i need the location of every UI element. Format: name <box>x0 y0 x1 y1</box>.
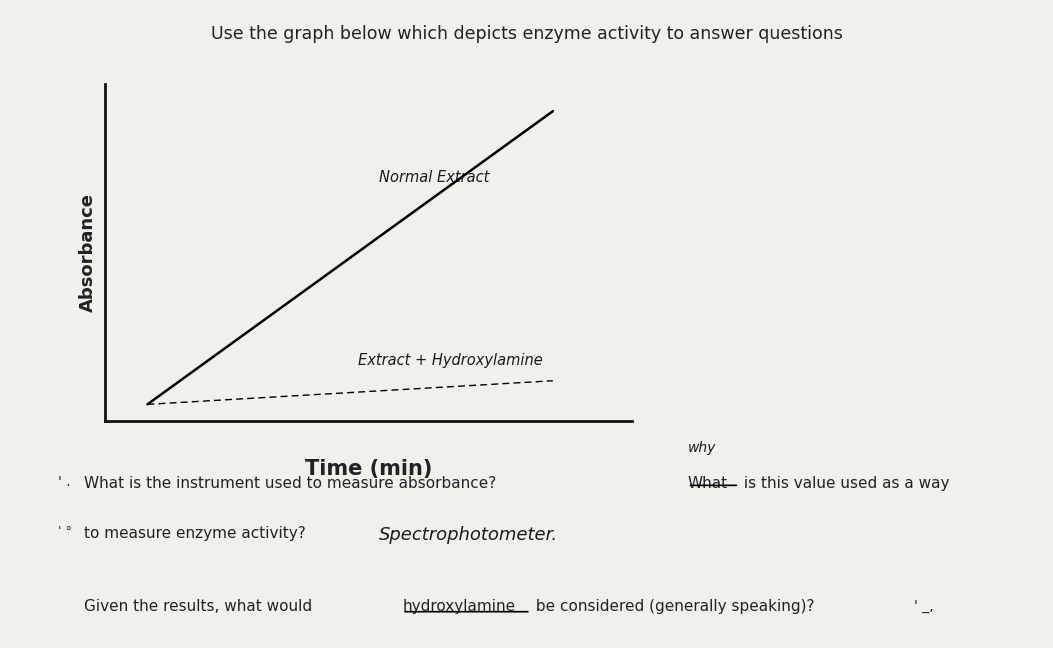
Text: ' .: ' . <box>58 475 71 489</box>
Text: to measure enzyme activity?: to measure enzyme activity? <box>84 526 306 541</box>
Text: Use the graph below which depicts enzyme activity to answer questions: Use the graph below which depicts enzyme… <box>211 25 842 43</box>
Text: Time (min): Time (min) <box>305 459 432 479</box>
Text: Spectrophotometer.: Spectrophotometer. <box>379 526 558 544</box>
Text: Normal Extract: Normal Extract <box>379 170 490 185</box>
Text: hydroxylamine: hydroxylamine <box>402 599 515 614</box>
Text: ' _,: ' _, <box>914 599 934 614</box>
Text: why: why <box>688 441 716 455</box>
Text: What: What <box>688 476 728 491</box>
Text: Given the results, what would: Given the results, what would <box>84 599 317 614</box>
Text: be considered (generally speaking)?: be considered (generally speaking)? <box>531 599 814 614</box>
Text: Extract + Hydroxylamine: Extract + Hydroxylamine <box>358 353 542 368</box>
Y-axis label: Absorbance: Absorbance <box>79 193 97 312</box>
Text: ' °: ' ° <box>58 525 72 538</box>
Text: is this value used as a way: is this value used as a way <box>739 476 950 491</box>
Text: What is the instrument used to measure absorbance?: What is the instrument used to measure a… <box>84 476 497 491</box>
